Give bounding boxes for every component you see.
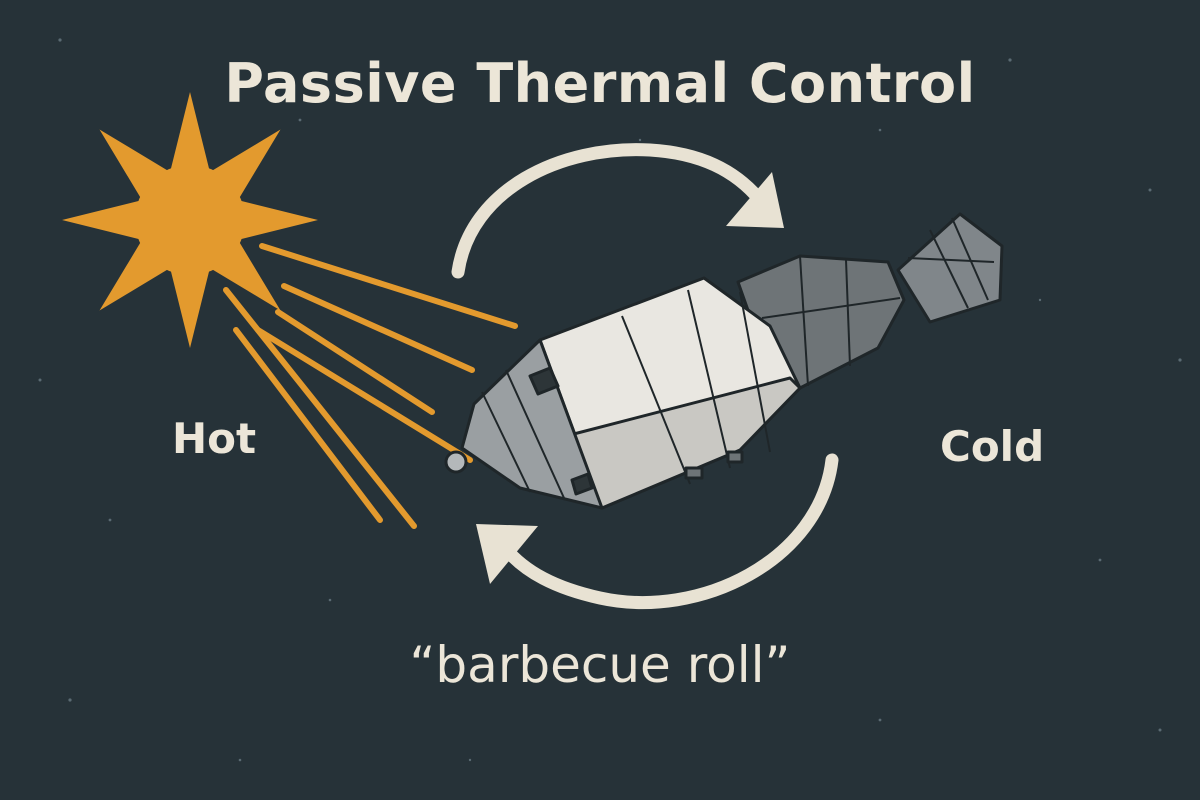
hot-label: Hot: [172, 414, 257, 463]
star-field: [38, 38, 1182, 762]
page-title: Passive Thermal Control: [224, 52, 976, 115]
cold-label: Cold: [940, 422, 1045, 471]
sunlight-rays: [223, 243, 518, 529]
rotation-arrow-icon: [451, 143, 839, 609]
sun-icon: [62, 92, 318, 348]
spacecraft-icon: [444, 212, 1004, 510]
caption-label: “barbecue roll”: [409, 636, 791, 694]
